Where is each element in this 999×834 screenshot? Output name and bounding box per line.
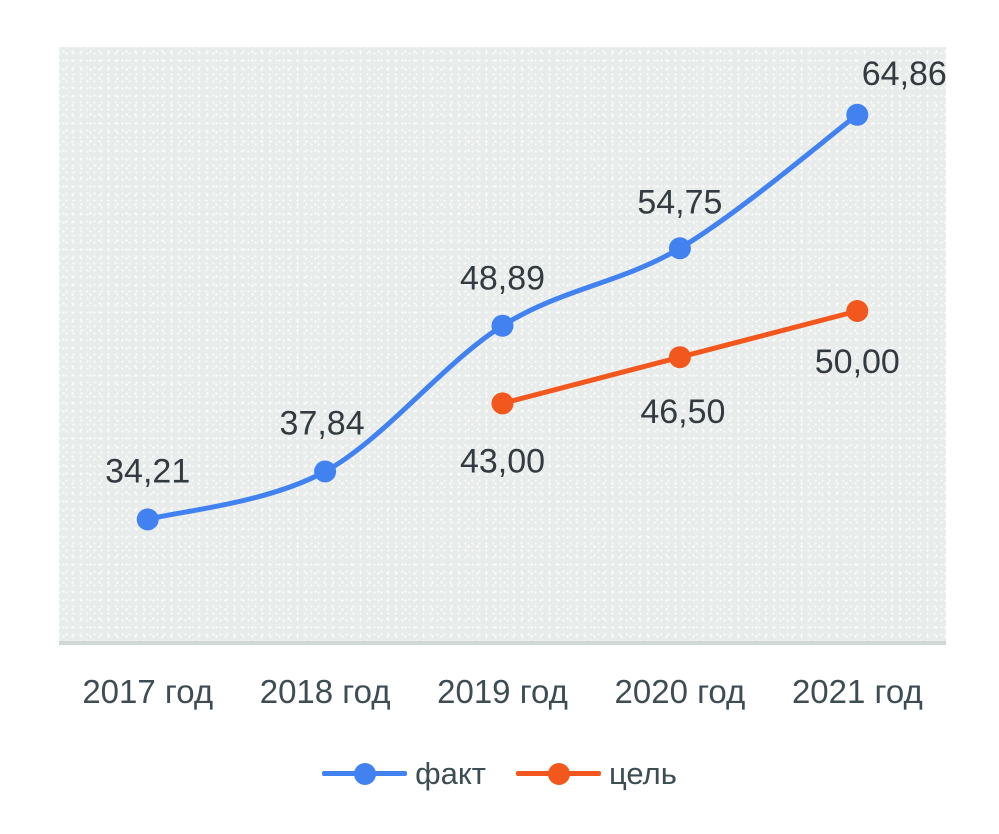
x-tick-2020: 2020 год (614, 673, 746, 710)
x-tick-2017: 2017 год (82, 673, 214, 710)
fact-data-label-1: 37,84 (280, 405, 365, 443)
fact-legend-dot-icon (353, 762, 376, 785)
fact-point-3 (668, 237, 691, 260)
legend-label-target: цель (609, 756, 677, 791)
x-axis: 2017 год 2018 год 2019 год 2020 год 2021… (59, 674, 946, 710)
target-line-marker-icon (516, 762, 601, 786)
fact-point-0 (136, 508, 159, 531)
x-tick-2018: 2018 год (259, 673, 391, 710)
fact-point-4 (846, 103, 869, 126)
target-point-3 (668, 346, 691, 369)
fact-point-1 (314, 460, 337, 483)
x-tick-2019: 2019 год (437, 673, 568, 710)
x-tick-2021: 2021 год (791, 673, 923, 710)
legend-label-fact: факт (415, 756, 486, 791)
plot-area: 34,21 37,84 48,89 54,75 64,86 43,00 46,50 50,00 (59, 47, 947, 645)
target-legend-dot-icon (547, 762, 570, 785)
fact-data-label-0: 34,21 (105, 452, 190, 490)
legend-item-target: цель (516, 755, 677, 792)
target-data-label-3: 46,50 (640, 393, 725, 431)
target-data-label-4: 50,00 (815, 343, 900, 381)
fact-data-label-4: 64,86 (862, 55, 947, 93)
legend-item-fact: факт (322, 755, 486, 792)
target-data-label-2: 43,00 (460, 442, 545, 480)
fact-line-marker-icon (322, 762, 408, 786)
target-point-2 (491, 392, 514, 415)
fact-data-label-2: 48,89 (460, 260, 545, 298)
fact-point-2 (491, 314, 514, 337)
target-point-4 (846, 300, 869, 322)
chart-canvas: 34,21 37,84 48,89 54,75 64,86 43,00 46,50 50,00 (105, 55, 947, 531)
legend: факт цель (0, 755, 999, 792)
fact-data-label-3: 54,75 (637, 183, 722, 221)
